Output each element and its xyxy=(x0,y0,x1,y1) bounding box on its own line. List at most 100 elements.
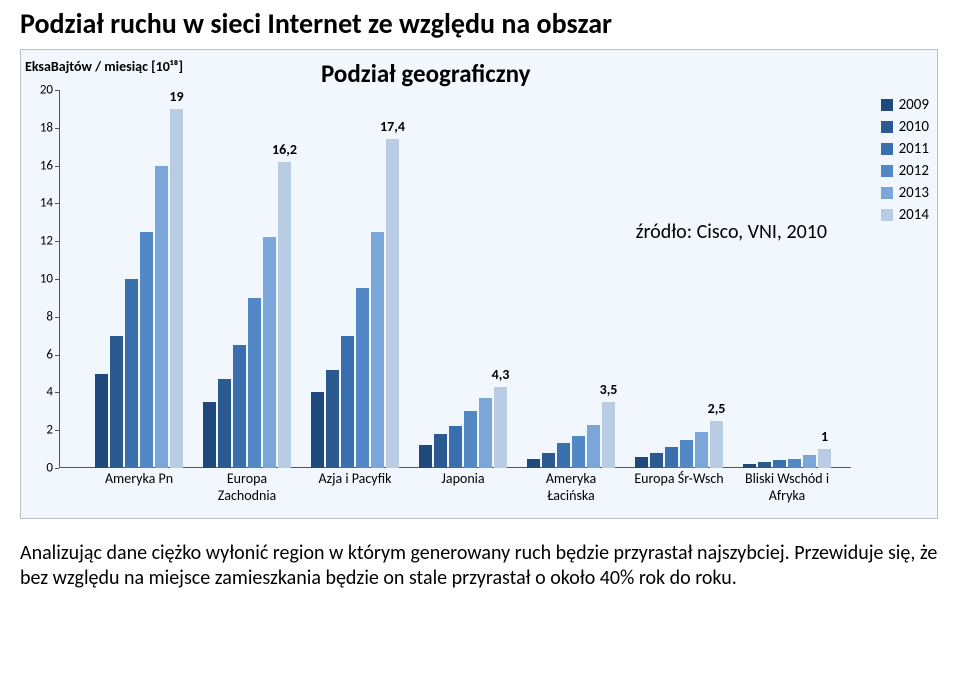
legend-item: 2012 xyxy=(881,162,929,180)
bar xyxy=(743,464,756,468)
bar xyxy=(773,460,786,468)
legend-label: 2014 xyxy=(899,206,929,224)
bar xyxy=(650,453,663,468)
y-tick-label: 0 xyxy=(29,461,53,476)
y-tick-mark xyxy=(55,430,59,431)
legend-swatch xyxy=(881,121,893,133)
y-tick-label: 6 xyxy=(29,347,53,362)
bar xyxy=(710,421,723,468)
y-tick-mark xyxy=(55,317,59,318)
legend-item: 2013 xyxy=(881,184,929,202)
bar xyxy=(788,459,801,468)
x-category-label: Bliski Wschód iAfryka xyxy=(732,470,842,504)
bar xyxy=(587,425,600,468)
y-tick-mark xyxy=(55,166,59,167)
y-tick-mark xyxy=(55,128,59,129)
bar-group xyxy=(419,387,507,468)
y-tick-label: 12 xyxy=(29,234,53,249)
bar xyxy=(356,288,369,468)
chart-plot-area: 024681012141618201916,217,44,33,52,51 xyxy=(59,90,851,468)
legend-item: 2009 xyxy=(881,96,929,114)
chart-title: Podział geograficzny xyxy=(321,58,531,89)
bar xyxy=(248,298,261,468)
y-tick-label: 16 xyxy=(29,158,53,173)
bar xyxy=(434,434,447,468)
y-tick-mark xyxy=(55,203,59,204)
bar xyxy=(758,462,771,468)
bar xyxy=(572,436,585,468)
bar-group xyxy=(635,421,723,468)
y-tick-label: 4 xyxy=(29,385,53,400)
bar xyxy=(95,374,108,469)
bar xyxy=(680,440,693,468)
bar xyxy=(635,457,648,468)
bar xyxy=(527,459,540,468)
bar xyxy=(263,237,276,468)
bar xyxy=(218,379,231,468)
y-tick-mark xyxy=(55,241,59,242)
bar xyxy=(494,387,507,468)
bar xyxy=(464,411,477,468)
bar-group xyxy=(95,109,183,468)
bar xyxy=(479,398,492,468)
bar-value-label: 1 xyxy=(821,428,828,445)
bar xyxy=(125,279,138,468)
bar xyxy=(695,432,708,468)
legend-swatch xyxy=(881,143,893,155)
bar-value-label: 17,4 xyxy=(380,118,405,135)
bar xyxy=(278,162,291,468)
bar-value-label: 19 xyxy=(169,88,183,105)
bar xyxy=(170,109,183,468)
bar xyxy=(203,402,216,468)
y-tick-mark xyxy=(55,468,59,469)
legend-label: 2010 xyxy=(899,118,929,136)
y-tick-label: 2 xyxy=(29,423,53,438)
bar-group xyxy=(527,402,615,468)
page: Podział ruchu w sieci Internet ze względ… xyxy=(0,0,959,681)
y-axis-line xyxy=(59,90,60,468)
bar-value-label: 3,5 xyxy=(600,381,618,398)
x-category-label: Azja i Pacyfik xyxy=(300,470,410,487)
x-category-label: AmerykaŁacińska xyxy=(516,470,626,504)
bar-value-label: 4,3 xyxy=(492,366,510,383)
legend-label: 2013 xyxy=(899,184,929,202)
bar xyxy=(803,455,816,468)
bar xyxy=(419,445,432,468)
y-tick-label: 18 xyxy=(29,120,53,135)
bar xyxy=(233,345,246,468)
bar xyxy=(110,336,123,468)
y-tick-label: 14 xyxy=(29,196,53,211)
bar xyxy=(140,232,153,468)
x-category-label: Europa Śr-Wsch xyxy=(624,470,734,487)
y-tick-label: 8 xyxy=(29,309,53,324)
x-category-label: Ameryka Pn xyxy=(84,470,194,487)
legend-swatch xyxy=(881,209,893,221)
bar xyxy=(326,370,339,468)
y-tick-mark xyxy=(55,355,59,356)
y-tick-mark xyxy=(55,90,59,91)
legend-swatch xyxy=(881,187,893,199)
bar-value-label: 16,2 xyxy=(272,141,297,158)
chart-legend: 2009 2010 2011 2012 2013 2014 xyxy=(881,96,929,228)
bar-group xyxy=(203,162,291,468)
legend-label: 2012 xyxy=(899,162,929,180)
legend-label: 2011 xyxy=(899,140,929,158)
bar xyxy=(557,443,570,468)
y-axis-label: EksaBajtów / miesiąc [10¹⁸] xyxy=(25,58,183,75)
y-tick-mark xyxy=(55,279,59,280)
page-title: Podział ruchu w sieci Internet ze względ… xyxy=(20,6,939,41)
chart-container: EksaBajtów / miesiąc [10¹⁸] Podział geog… xyxy=(20,49,938,519)
bar xyxy=(818,449,831,468)
legend-item: 2010 xyxy=(881,118,929,136)
bar xyxy=(311,392,324,468)
bar xyxy=(449,426,462,468)
legend-swatch xyxy=(881,165,893,177)
bar-group xyxy=(743,449,831,468)
legend-swatch xyxy=(881,99,893,111)
body-text: Analizując dane ciężko wyłonić region w … xyxy=(20,541,939,591)
legend-label: 2009 xyxy=(899,96,929,114)
bar xyxy=(602,402,615,468)
y-tick-label: 10 xyxy=(29,272,53,287)
bar xyxy=(665,447,678,468)
bar-value-label: 2,5 xyxy=(708,400,726,417)
